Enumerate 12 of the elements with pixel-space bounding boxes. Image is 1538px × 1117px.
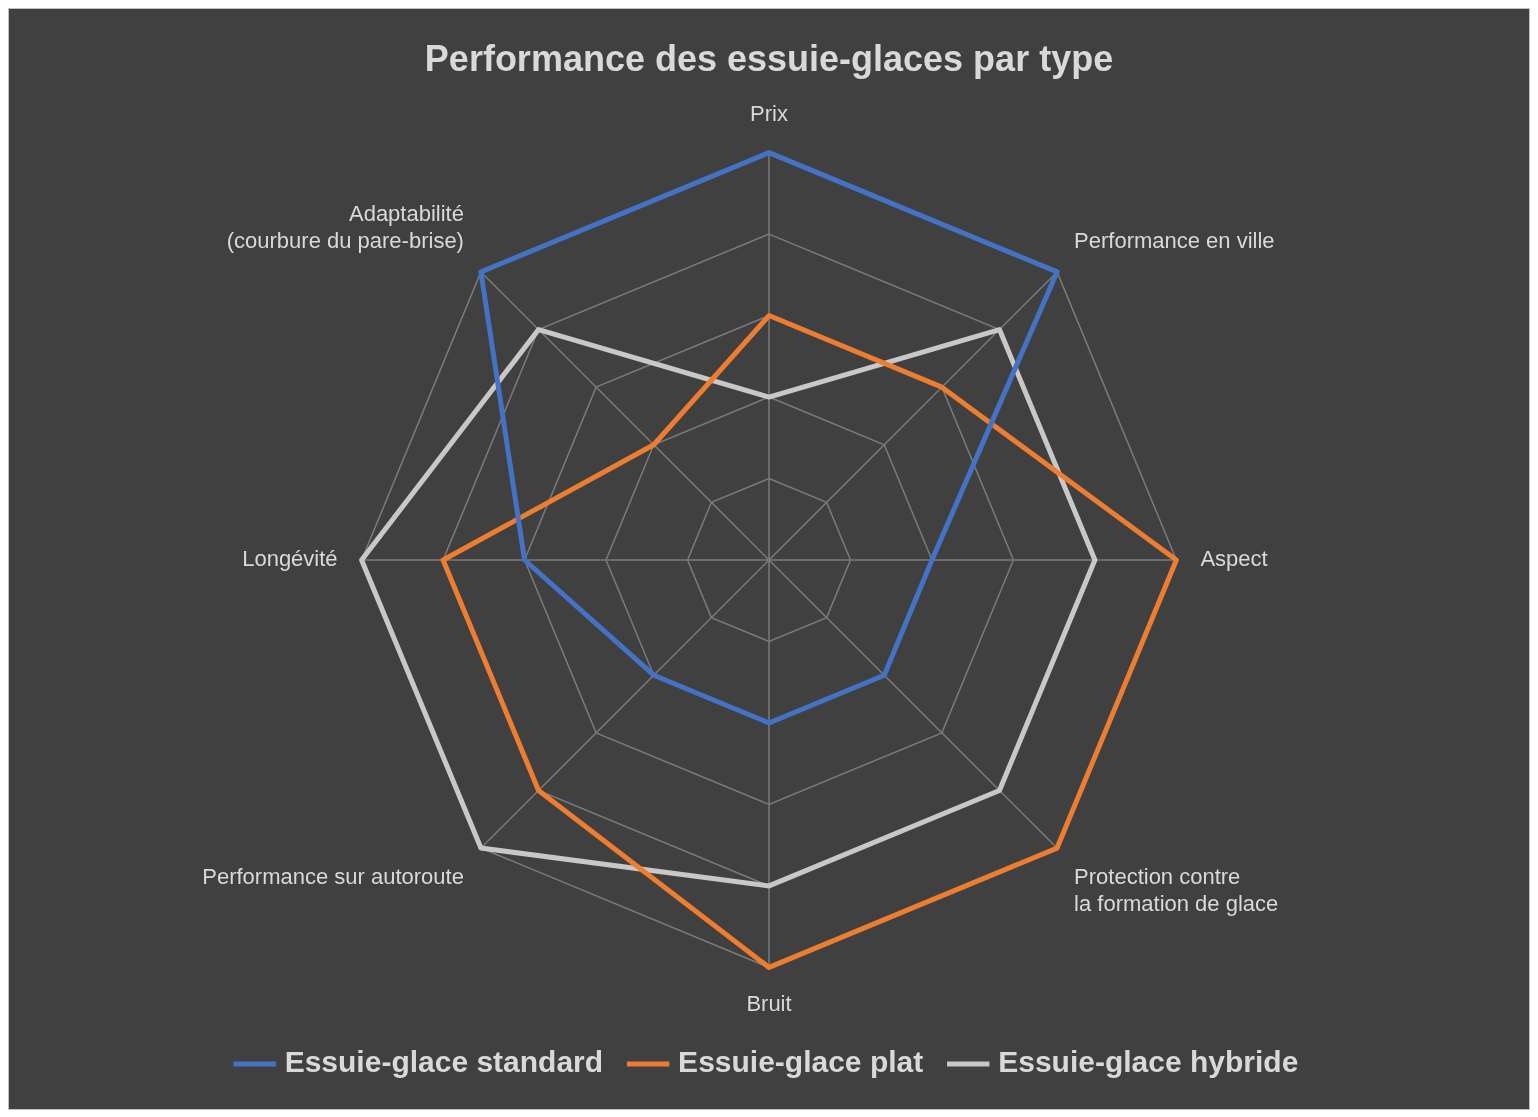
- spoke-label: Bruit: [746, 990, 792, 1016]
- chart-title: Performance des essuie-glaces par type: [424, 37, 1114, 79]
- spoke-label: Longévité: [242, 546, 338, 572]
- spoke-label: Aspect: [1200, 546, 1268, 572]
- spoke-label: Protection contre la formation de glace: [1074, 864, 1279, 916]
- legend-label: Essuie-glace standard: [284, 1045, 604, 1079]
- spoke-label: Prix: [750, 101, 788, 127]
- spoke-label: Adaptabilité (courbure du pare-brise): [226, 201, 464, 253]
- spoke-label: Performance sur autoroute: [202, 864, 464, 890]
- legend-label: Essuie-glace plat: [678, 1045, 924, 1079]
- spoke-label: Performance en ville: [1074, 227, 1275, 253]
- legend-label: Essuie-glace hybride: [998, 1045, 1299, 1079]
